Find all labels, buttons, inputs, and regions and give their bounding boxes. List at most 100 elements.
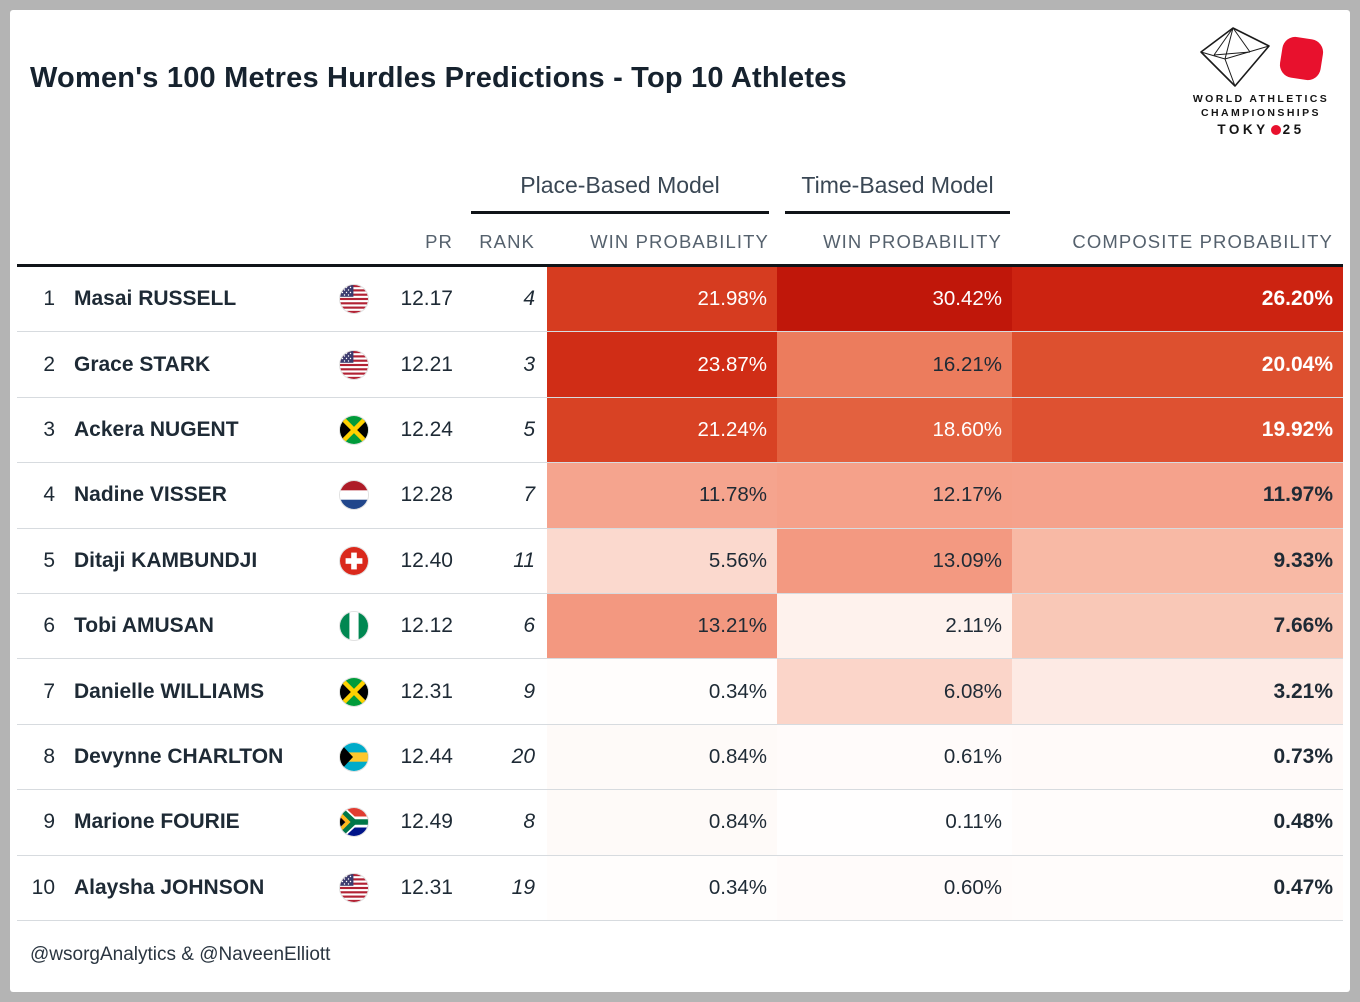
rank-value: 6 — [523, 614, 535, 638]
place-win-probability-cell: 5.56% — [547, 528, 777, 593]
rank-value: 9 — [523, 679, 535, 703]
sui-flag-icon — [340, 546, 368, 575]
athlete-name: Masai RUSSELL — [74, 287, 237, 311]
bah-flag-cell — [334, 725, 374, 789]
usa-flag-icon — [340, 285, 368, 314]
table-row: 8 Devynne CHARLTON 12.44 20 0.84% 0.61% 0.73% — [17, 724, 1343, 791]
group-header-place-based: Place-Based Model — [471, 172, 769, 214]
group-header-time-based: Time-Based Model — [785, 172, 1010, 214]
model-group-headers: Place-Based Model Time-Based Model — [17, 150, 1343, 214]
row-position: 10 — [31, 875, 55, 899]
row-position: 2 — [43, 352, 55, 376]
rank-value: 20 — [511, 744, 535, 768]
pr-value: 12.31 — [400, 679, 453, 703]
row-position: 3 — [43, 417, 55, 441]
tokyo25-logo-mark-icon — [1200, 27, 1324, 87]
column-header-row: PR RANK WIN PROBABILITY WIN PROBABILITY … — [17, 214, 1343, 264]
pr-value: 12.28 — [400, 483, 453, 507]
composite-probability-cell: 0.48% — [1012, 790, 1343, 855]
time-win-probability-cell: 16.21% — [777, 332, 1012, 397]
time-win-probability-cell: 30.42% — [777, 267, 1012, 332]
athlete-name: Alaysha JOHNSON — [74, 875, 265, 899]
row-position: 7 — [43, 679, 55, 703]
row-position: 1 — [43, 287, 55, 311]
pr-value: 12.24 — [400, 417, 453, 441]
place-win-probability-cell: 23.87% — [547, 332, 777, 397]
ngr-flag-cell — [334, 594, 374, 658]
row-position: 6 — [43, 614, 55, 638]
usa-flag-icon — [340, 873, 368, 902]
table-row: 6 Tobi AMUSAN 12.12 6 13.21% 2.11% 7.66% — [17, 593, 1343, 660]
usa-flag-icon — [340, 350, 368, 379]
ngr-flag-icon — [340, 612, 368, 641]
table-row: 4 Nadine VISSER 12.28 7 11.78% 12.17% 11.97% — [17, 463, 1343, 529]
column-header-place-win: WIN PROBABILITY — [590, 231, 769, 252]
rank-value: 3 — [523, 352, 535, 376]
place-win-probability-cell: 0.34% — [547, 659, 777, 724]
column-header-time-win: WIN PROBABILITY — [823, 231, 1002, 252]
composite-probability-cell: 9.33% — [1012, 528, 1343, 593]
jam-flag-cell — [334, 398, 374, 462]
red-dot-icon — [1270, 124, 1281, 135]
jam-flag-icon — [340, 415, 368, 444]
rank-value: 4 — [523, 287, 535, 311]
composite-probability-cell: 11.97% — [1012, 463, 1343, 528]
composite-probability-cell: 3.21% — [1012, 659, 1343, 724]
composite-probability-cell: 7.66% — [1012, 593, 1343, 659]
place-win-probability-cell: 0.84% — [547, 790, 777, 855]
row-position: 4 — [43, 483, 55, 507]
rank-value: 8 — [523, 810, 535, 834]
table-row: 9 Marione FOURIE 12.49 8 0.84% 0.11% 0.48% — [17, 790, 1343, 856]
usa-flag-cell — [334, 332, 374, 396]
composite-probability-cell: 0.73% — [1012, 724, 1343, 790]
pr-value: 12.44 — [400, 744, 453, 768]
place-win-probability-cell: 0.34% — [547, 855, 777, 920]
place-win-probability-cell: 0.84% — [547, 724, 777, 790]
athlete-name: Grace STARK — [74, 352, 211, 376]
composite-probability-cell: 20.04% — [1012, 332, 1343, 397]
logo-tokyo-post: 25 — [1282, 122, 1305, 138]
pr-value: 12.12 — [400, 614, 453, 638]
sui-flag-cell — [334, 529, 374, 593]
logo-line2: CHAMPIONSHIPS — [1201, 106, 1321, 119]
athlete-name: Nadine VISSER — [74, 483, 227, 507]
pr-value: 12.49 — [400, 810, 453, 834]
athlete-name: Ditaji KAMBUNDJI — [74, 548, 258, 572]
time-win-probability-cell: 18.60% — [777, 397, 1012, 463]
jam-flag-cell — [334, 659, 374, 723]
time-win-probability-cell: 0.11% — [777, 790, 1012, 855]
composite-probability-cell: 26.20% — [1012, 267, 1343, 332]
athlete-name: Danielle WILLIAMS — [74, 679, 265, 703]
world-athletics-logo: WORLD ATHLETICS CHAMPIONSHIPS TOKY 25 — [1186, 26, 1336, 137]
row-position: 5 — [43, 548, 55, 572]
row-position: 8 — [43, 744, 55, 768]
place-win-probability-cell: 13.21% — [547, 593, 777, 659]
time-win-probability-cell: 6.08% — [777, 659, 1012, 724]
table-row: 10 Alaysha JOHNSON 12.31 19 0.34% 0.60% 0.47% — [17, 855, 1343, 921]
rsa-flag-icon — [340, 808, 368, 837]
usa-flag-cell — [334, 267, 374, 331]
pr-value: 12.31 — [400, 875, 453, 899]
column-header-composite: COMPOSITE PROBABILITY — [1072, 231, 1333, 252]
composite-probability-cell: 0.47% — [1012, 855, 1343, 920]
time-win-probability-cell: 0.61% — [777, 724, 1012, 790]
composite-probability-cell: 19.92% — [1012, 397, 1343, 463]
place-win-probability-cell: 21.24% — [547, 397, 777, 463]
time-win-probability-cell: 13.09% — [777, 528, 1012, 593]
table-row: 2 Grace STARK 12.21 3 23.87% 16.21% 20.04% — [17, 332, 1343, 398]
table-row: 5 Ditaji KAMBUNDJI 12.40 11 5.56% 13.09% 9.33% — [17, 528, 1343, 594]
table-row: 3 Ackera NUGENT 12.24 5 21.24% 18.60% 19.92% — [17, 397, 1343, 464]
athlete-name: Marione FOURIE — [74, 810, 240, 834]
ned-flag-cell — [334, 463, 374, 527]
rank-value: 11 — [513, 548, 535, 572]
time-win-probability-cell: 12.17% — [777, 463, 1012, 528]
athlete-name: Ackera NUGENT — [74, 417, 239, 441]
column-header-pr: PR — [425, 231, 453, 252]
pr-value: 12.17 — [400, 287, 453, 311]
athlete-name: Tobi AMUSAN — [74, 614, 214, 638]
logo-line1: WORLD ATHLETICS — [1192, 93, 1330, 105]
pr-value: 12.21 — [400, 352, 453, 376]
athlete-name: Devynne CHARLTON — [74, 744, 284, 768]
place-win-probability-cell: 11.78% — [547, 463, 777, 528]
rank-value: 5 — [523, 417, 535, 441]
